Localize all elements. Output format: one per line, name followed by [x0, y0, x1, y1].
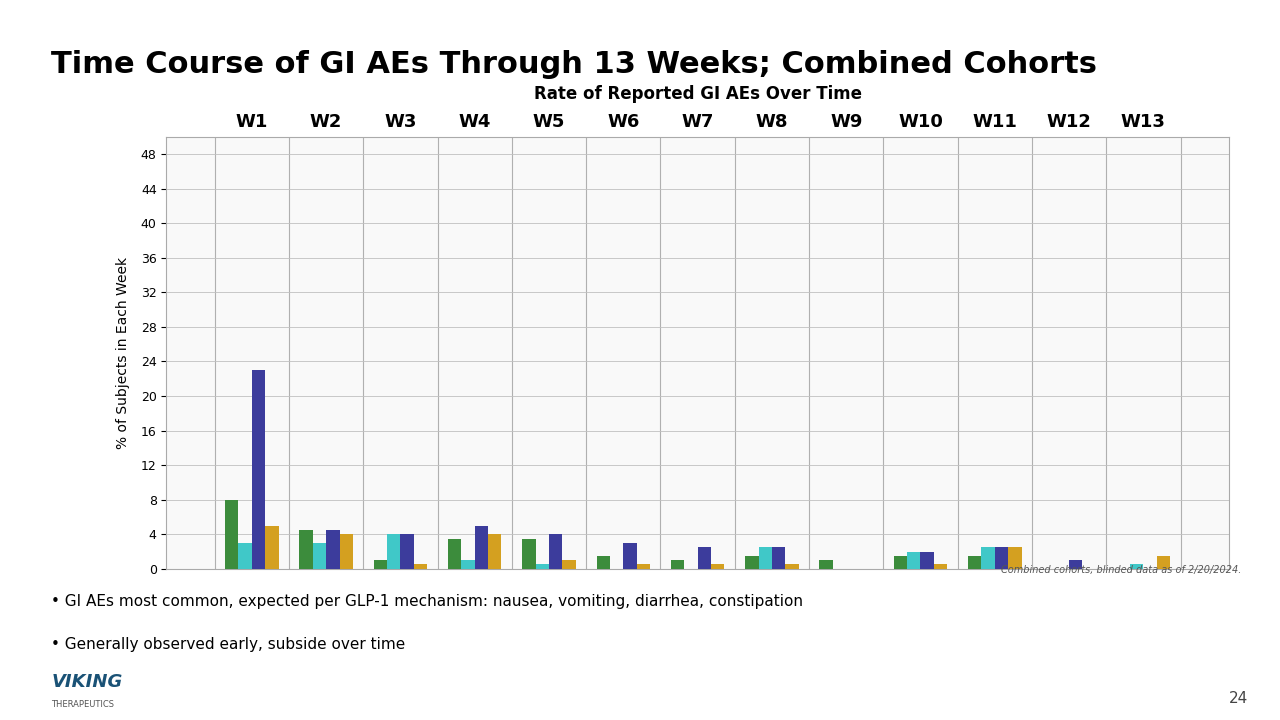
- Bar: [1009, 547, 1021, 569]
- Bar: [698, 547, 710, 569]
- Text: • GI AEs most common, expected per GLP-1 mechanism: nausea, vomiting, diarrhea, : • GI AEs most common, expected per GLP-1…: [51, 594, 804, 609]
- Bar: [326, 530, 339, 569]
- Bar: [374, 560, 387, 569]
- Y-axis label: % of Subjects in Each Week: % of Subjects in Each Week: [115, 257, 129, 449]
- Bar: [339, 534, 353, 569]
- Bar: [1157, 556, 1170, 569]
- Bar: [745, 556, 759, 569]
- Text: 24: 24: [1229, 690, 1248, 706]
- Bar: [671, 560, 685, 569]
- Bar: [596, 556, 611, 569]
- Bar: [522, 539, 535, 569]
- Bar: [772, 547, 785, 569]
- Text: VIKING: VIKING: [51, 673, 123, 691]
- Bar: [759, 547, 772, 569]
- Bar: [819, 560, 833, 569]
- Text: Combined cohorts, blinded data as of 2/20/2024.: Combined cohorts, blinded data as of 2/2…: [1001, 565, 1242, 575]
- Bar: [995, 547, 1009, 569]
- Bar: [785, 564, 799, 569]
- Bar: [934, 564, 947, 569]
- Bar: [549, 534, 562, 569]
- Bar: [300, 530, 312, 569]
- Text: THERAPEUTICS: THERAPEUTICS: [51, 700, 114, 709]
- Bar: [893, 556, 908, 569]
- Bar: [562, 560, 576, 569]
- Bar: [448, 539, 461, 569]
- Bar: [968, 556, 982, 569]
- Bar: [312, 543, 326, 569]
- Bar: [1130, 564, 1143, 569]
- Bar: [265, 526, 279, 569]
- Bar: [225, 500, 238, 569]
- Bar: [238, 543, 252, 569]
- Text: Time Course of GI AEs Through 13 Weeks; Combined Cohorts: Time Course of GI AEs Through 13 Weeks; …: [51, 50, 1097, 79]
- Bar: [636, 564, 650, 569]
- Bar: [488, 534, 502, 569]
- Bar: [1069, 560, 1083, 569]
- Bar: [535, 564, 549, 569]
- Bar: [475, 526, 488, 569]
- Bar: [387, 534, 401, 569]
- Text: • Generally observed early, subside over time: • Generally observed early, subside over…: [51, 637, 406, 652]
- Bar: [401, 534, 413, 569]
- Title: Rate of Reported GI AEs Over Time: Rate of Reported GI AEs Over Time: [534, 86, 861, 104]
- Bar: [461, 560, 475, 569]
- Bar: [413, 564, 428, 569]
- Bar: [982, 547, 995, 569]
- Bar: [920, 552, 934, 569]
- Bar: [710, 564, 724, 569]
- Bar: [252, 370, 265, 569]
- Bar: [623, 543, 636, 569]
- Bar: [908, 552, 920, 569]
